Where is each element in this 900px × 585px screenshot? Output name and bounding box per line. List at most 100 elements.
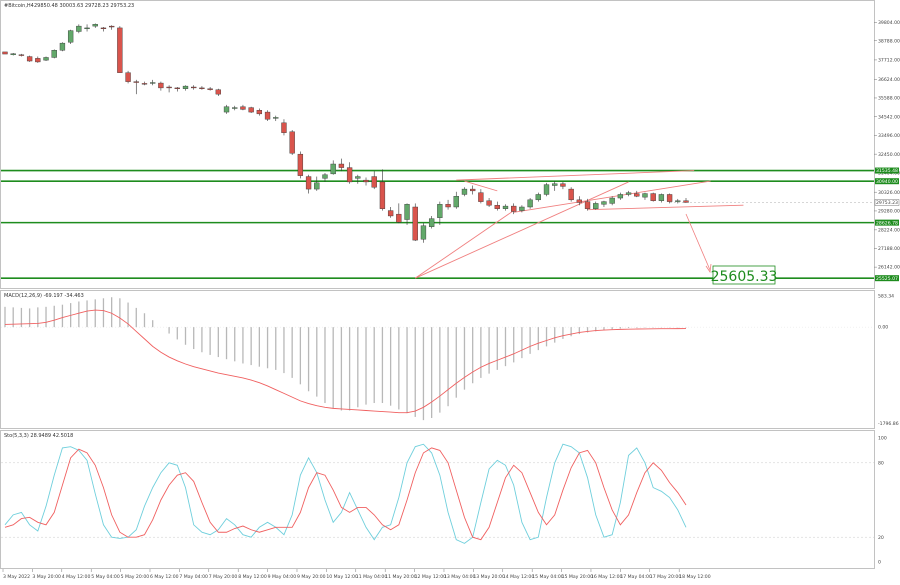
candle-body bbox=[35, 58, 41, 63]
price-tick-label: 32450.00 bbox=[878, 152, 900, 158]
time-tick-label: 13 May 20:00 bbox=[473, 574, 505, 580]
candle-body bbox=[428, 218, 435, 227]
candle-body bbox=[109, 25, 115, 28]
candle-body bbox=[141, 83, 148, 85]
price-tick-label: 38788.00 bbox=[878, 38, 900, 44]
candle-body bbox=[273, 117, 279, 119]
candle-body bbox=[658, 194, 665, 201]
candle-body bbox=[519, 206, 525, 211]
price-tick-label: 28224.00 bbox=[878, 227, 900, 233]
price-tick-label: 34542.00 bbox=[878, 114, 900, 120]
candle-body bbox=[560, 183, 566, 187]
candle-body bbox=[256, 110, 263, 115]
macd-signal-line bbox=[4, 309, 687, 414]
stochastic-axis: 100 80 20 0 bbox=[1, 436, 887, 566]
time-axis: 3 May 2022 3 May 20:00 4 May 12:00 5 May 04… bbox=[2, 569, 711, 580]
macd-axis: 583.34 0.00 -1796.86 bbox=[1, 294, 899, 427]
price-tick-label: 29280.00 bbox=[878, 209, 900, 215]
candle-body bbox=[199, 87, 205, 89]
candle-body bbox=[527, 199, 533, 208]
candle-body bbox=[609, 197, 615, 204]
level-price-tag bbox=[875, 219, 899, 226]
time-tick-label: 8 May 12:00 bbox=[238, 574, 267, 580]
stochastic-tick-label: 80 bbox=[878, 460, 884, 466]
candle-body bbox=[650, 193, 656, 201]
macd-panel-frame bbox=[0, 290, 875, 429]
candle-body bbox=[182, 85, 189, 89]
time-tick-label: 16 May 12:00 bbox=[591, 574, 623, 580]
level-price-tag-label: 25525.07 bbox=[876, 276, 898, 282]
chart-ohlc-readout: 29850.48 30003.63 29728.23 29753.23 bbox=[34, 3, 134, 9]
stochastic-title: Sto(5,3,3) 28.9489 42.5018 bbox=[4, 433, 73, 439]
time-tick-label: 9 May 20:00 bbox=[297, 574, 326, 580]
trendline bbox=[456, 170, 695, 181]
stochastic-lines bbox=[4, 443, 687, 544]
target-arrow-line bbox=[685, 213, 711, 271]
time-tick-label: 15 May 04:00 bbox=[532, 574, 564, 580]
candle-body bbox=[223, 106, 230, 113]
candle-body bbox=[281, 122, 287, 133]
time-tick-label: 12 May 12:00 bbox=[415, 574, 447, 580]
candle-body bbox=[51, 50, 57, 58]
candle-body bbox=[207, 88, 213, 90]
level-price-tag-label: 28626.78 bbox=[876, 220, 898, 226]
candle-body bbox=[2, 51, 8, 55]
candle-body bbox=[494, 205, 500, 209]
candle-body bbox=[478, 192, 484, 202]
candle-body bbox=[133, 81, 139, 83]
candle-body bbox=[150, 82, 156, 84]
candle-body bbox=[486, 200, 492, 206]
candle-body bbox=[642, 193, 648, 198]
stochastic-main-line bbox=[4, 443, 687, 544]
time-tick-label: 7 May 20:00 bbox=[209, 574, 238, 580]
candle-body bbox=[215, 89, 221, 95]
target-arrowhead-icon bbox=[705, 263, 712, 274]
price-tick-label: 27188.00 bbox=[878, 246, 900, 252]
macd-tick-label: 583.34 bbox=[878, 294, 894, 300]
candle-body bbox=[371, 176, 377, 188]
candle-body bbox=[67, 30, 74, 43]
trendline bbox=[415, 181, 629, 279]
candle-body bbox=[363, 179, 369, 183]
time-tick-label: 17 May 20:00 bbox=[650, 574, 682, 580]
candle-body bbox=[76, 25, 82, 32]
candle-body bbox=[330, 163, 336, 175]
candle-body bbox=[240, 106, 246, 110]
candle-body bbox=[346, 167, 353, 183]
candle-body bbox=[568, 188, 574, 201]
candlestick-series bbox=[2, 23, 689, 243]
candle-body bbox=[232, 107, 238, 109]
candle-body bbox=[174, 87, 180, 89]
candle-body bbox=[387, 210, 394, 217]
price-tick-label: 39804.00 bbox=[878, 20, 900, 26]
stochastic-tick-label: 0 bbox=[878, 560, 881, 566]
trendline bbox=[587, 204, 744, 211]
candle-body bbox=[675, 200, 681, 202]
candle-body bbox=[92, 24, 98, 27]
target-price-label: 25605.33 bbox=[711, 269, 778, 285]
candle-body bbox=[289, 131, 295, 154]
candle-body bbox=[305, 176, 312, 190]
price-tick-label: 33496.00 bbox=[878, 133, 900, 139]
candle-body bbox=[502, 205, 509, 209]
time-tick-label: 3 May 2022 bbox=[3, 574, 30, 580]
price-tick-label: 26142.00 bbox=[878, 265, 900, 271]
candle-body bbox=[634, 193, 640, 197]
level-price-tag-label: 30940.00 bbox=[876, 179, 898, 185]
candle-body bbox=[412, 206, 418, 241]
candle-body bbox=[248, 107, 254, 113]
candle-body bbox=[453, 196, 459, 208]
price-axis: 39804.00 38788.00 37712.00 36624.00 35588.00… bbox=[874, 20, 900, 271]
time-tick-label: 15 May 20:00 bbox=[562, 574, 594, 580]
candle-body bbox=[470, 188, 476, 192]
candle-body bbox=[322, 174, 328, 179]
candle-body bbox=[396, 213, 402, 223]
time-tick-label: 5 May 04:00 bbox=[91, 574, 120, 580]
macd-title: MACD(12,26,9) -69.197 -34.463 bbox=[4, 293, 84, 299]
candle-body bbox=[191, 86, 197, 89]
candle-body bbox=[18, 54, 25, 56]
candle-body bbox=[59, 42, 66, 51]
stochastic-panel-frame bbox=[0, 430, 875, 569]
time-tick-label: 11 May 04:00 bbox=[356, 574, 388, 580]
candle-body bbox=[100, 27, 107, 30]
